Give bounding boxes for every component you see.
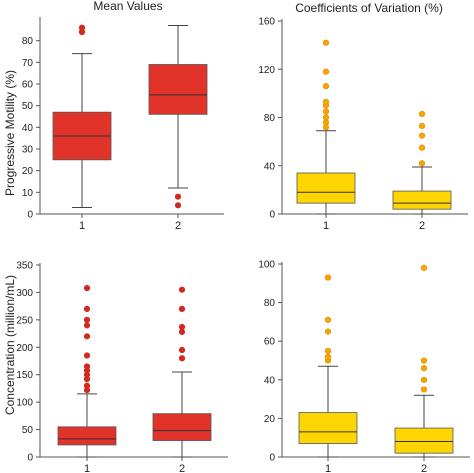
y-tick-label: 70: [22, 58, 34, 69]
outlier-point: [324, 347, 332, 354]
y-tick-label: 100: [258, 260, 275, 271]
y-tick-label: 150: [16, 370, 33, 381]
box-iqr: [394, 427, 454, 454]
y-tick-label: 120: [258, 65, 275, 76]
y-tick-label: 40: [264, 375, 276, 386]
box-iqr: [152, 413, 212, 441]
x-tick-label: 2: [419, 220, 425, 232]
y-tick-label: 50: [22, 425, 34, 436]
y-tick-label: 0: [269, 453, 275, 464]
outlier-point: [324, 353, 332, 360]
y-tick-label: 20: [22, 166, 34, 177]
outlier-point: [174, 193, 182, 200]
outlier-point: [178, 323, 186, 331]
outlier-point: [322, 114, 330, 121]
y-tick-label: 300: [16, 288, 33, 299]
outlier-point: [83, 284, 91, 292]
outlier-point: [78, 24, 86, 31]
y-tick-label: 0: [27, 210, 33, 221]
outlier-point: [83, 333, 91, 340]
box-iqr: [392, 190, 452, 210]
outlier-point: [324, 316, 332, 324]
x-tick-label: 2: [175, 220, 181, 232]
x-tick-label: 1: [323, 220, 329, 232]
y-tick-label: 100: [16, 398, 33, 409]
y-tick-label: 250: [16, 315, 33, 326]
outlier-point: [322, 68, 330, 75]
panel-progressive-motility: 0 10 20 30 40 50 60 70 80 Progressive Motility (%…: [3, 17, 224, 232]
y-tick-label: 160: [258, 17, 275, 28]
box-iqr: [148, 64, 208, 115]
y-tick-label: 80: [264, 298, 276, 309]
y-tick-label: 80: [22, 36, 34, 47]
y-tick-label: 0: [27, 453, 33, 464]
outlier-point: [322, 83, 330, 90]
y-axis-label: Progressive Motility (%): [3, 70, 17, 196]
outlier-point: [83, 316, 91, 323]
box-iqr: [57, 426, 117, 446]
panel-cv-concentration: 0 20 40 60 80 100 1 2: [258, 260, 470, 473]
y-axis-label: Concentration (million/mL): [3, 275, 17, 415]
y-tick-label: 50: [22, 101, 34, 112]
outlier-point: [322, 39, 330, 46]
y-tick-label: 60: [22, 80, 34, 91]
outlier-point: [420, 264, 428, 271]
outlier-point: [178, 305, 186, 312]
outlier-point: [83, 352, 91, 359]
outlier-point: [83, 363, 91, 370]
outlier-point: [322, 108, 330, 115]
outlier-point: [178, 286, 186, 293]
y-tick-label: 80: [264, 113, 276, 124]
y-tick-label: 40: [264, 161, 276, 172]
x-tick-label: 2: [179, 463, 185, 473]
box-iqr: [296, 172, 356, 204]
title-mean-values: Mean Values: [93, 0, 162, 13]
y-tick-label: 0: [269, 210, 275, 221]
outlier-point: [420, 386, 428, 393]
outlier-point: [83, 322, 91, 329]
outlier-point: [178, 355, 186, 362]
y-tick-label: 40: [22, 123, 34, 134]
outlier-point: [418, 122, 426, 130]
title-coefficients-of-variation: Coefficients of Variation (%): [295, 1, 443, 15]
y-tick-label: 200: [16, 343, 33, 354]
outlier-point: [83, 382, 91, 389]
outlier-point: [418, 132, 426, 139]
outlier-point: [420, 357, 428, 364]
x-tick-label: 1: [325, 463, 331, 473]
outlier-point: [324, 328, 332, 335]
panel-concentration: 0 50 100 150 200 250 300 350 Concentration (mill…: [3, 261, 228, 473]
x-tick-label: 1: [84, 463, 90, 473]
outlier-point: [420, 365, 428, 372]
outlier-point: [83, 305, 91, 312]
outlier-point: [178, 346, 186, 354]
outlier-point: [174, 202, 182, 209]
panel-cv-progressive-motility: 0 40 80 120 160 1 2: [258, 17, 468, 232]
outlier-point: [324, 274, 332, 281]
outlier-point: [420, 376, 428, 383]
y-tick-label: 20: [264, 414, 276, 425]
outlier-point: [418, 144, 426, 151]
x-tick-label: 2: [421, 463, 427, 473]
x-tick-label: 1: [79, 220, 85, 232]
y-tick-label: 30: [22, 145, 34, 156]
outlier-point: [418, 110, 426, 117]
y-tick-label: 10: [22, 188, 34, 199]
outlier-point: [322, 98, 330, 105]
y-tick-label: 60: [264, 337, 276, 348]
box-iqr: [298, 412, 358, 444]
y-tick-label: 350: [16, 261, 33, 272]
outlier-point: [418, 160, 426, 167]
